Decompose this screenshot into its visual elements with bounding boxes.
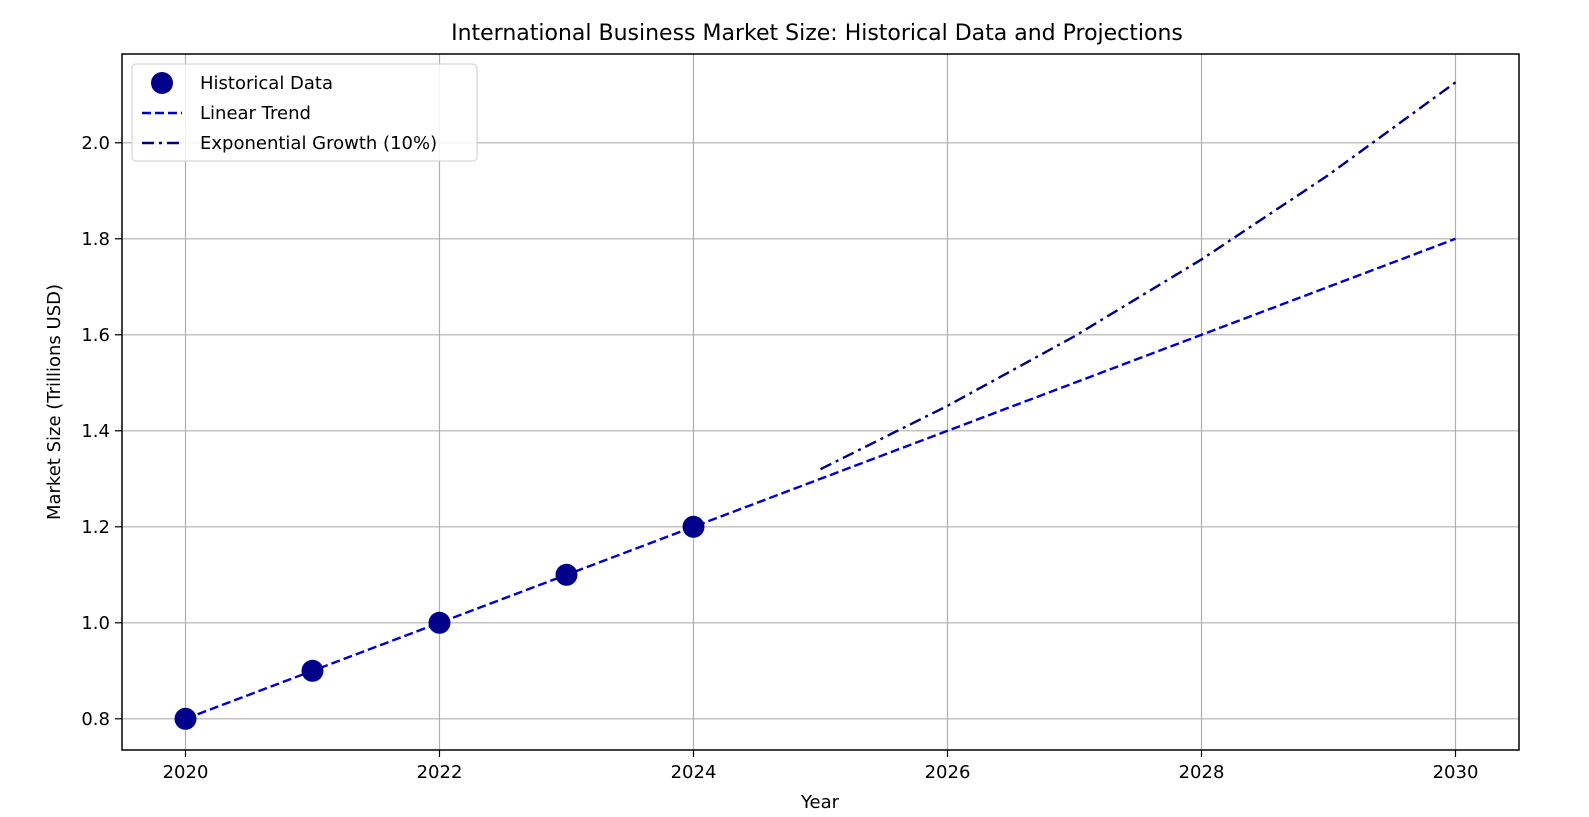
legend-marker (151, 72, 173, 94)
legend-label: Historical Data (200, 73, 333, 94)
y-tick-label: 1.6 (81, 325, 110, 346)
legend: Historical Data Linear Trend Exponential G… (131, 63, 478, 162)
legend-label: Exponential Growth (10%) (200, 133, 437, 154)
x-tick-label: 2026 (925, 762, 971, 783)
x-tick-label: 2024 (671, 762, 717, 783)
x-tick-label: 2028 (1179, 762, 1225, 783)
y-axis-title: Market Size (Trillions USD) (44, 284, 65, 520)
y-tick-label: 1.4 (81, 421, 110, 442)
data-point (301, 659, 324, 682)
series-layer (174, 81, 1457, 730)
x-axis-title: Year (800, 792, 840, 813)
x-tick-label: 2022 (417, 762, 463, 783)
data-point (682, 515, 705, 538)
data-point (555, 563, 578, 586)
y-tick-label: 1.0 (81, 613, 110, 634)
y-tick-label: 1.8 (81, 229, 110, 250)
data-point (428, 611, 451, 634)
data-point (174, 707, 197, 730)
series-line-1 (185, 237, 1456, 720)
series-line-2 (819, 81, 1457, 471)
y-tick-label: 2.0 (81, 133, 110, 154)
chart-title: International Business Market Size: Hist… (451, 21, 1183, 46)
legend-label: Linear Trend (200, 103, 311, 124)
tick-layer: 2020 2022 2024 2026 2028 2030 0.8 1.0 1.2 1.4 1.6 1… (81, 133, 1478, 783)
x-tick-label: 2020 (163, 762, 209, 783)
y-tick-label: 0.8 (81, 709, 110, 730)
y-tick-label: 1.2 (81, 517, 110, 538)
grid-layer (122, 54, 1519, 750)
plot-frame (121, 53, 1520, 751)
legend-box (131, 63, 478, 162)
x-tick-label: 2030 (1433, 762, 1479, 783)
